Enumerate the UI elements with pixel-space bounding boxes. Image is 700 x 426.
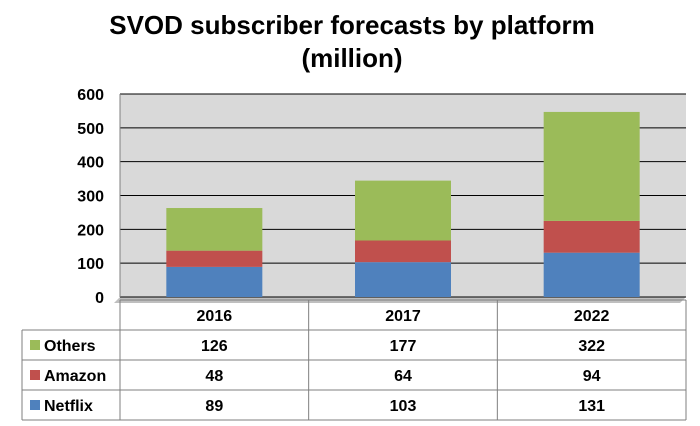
- y-tick-label: 0: [95, 290, 104, 307]
- chart-title-line-2: (million): [301, 43, 402, 73]
- y-tick-label: 200: [77, 222, 104, 239]
- table-value: 126: [201, 338, 228, 355]
- table-value: 64: [394, 368, 412, 385]
- bar-segment-netflix: [543, 252, 640, 297]
- legend-key-amazon: [30, 370, 40, 380]
- legend-key-netflix: [30, 400, 40, 410]
- y-tick-label: 100: [77, 256, 104, 273]
- table-value: 177: [390, 338, 417, 355]
- bar-segment-netflix: [166, 266, 263, 297]
- table-value: 94: [583, 368, 601, 385]
- x-category-label: 2016: [197, 308, 233, 325]
- legend-label: Amazon: [44, 368, 106, 385]
- y-tick-label: 600: [77, 87, 104, 104]
- table-value: 48: [205, 368, 223, 385]
- legend-key-others: [30, 340, 40, 350]
- table-value: 89: [205, 398, 223, 415]
- data-table: 2016 2017 2022 Others 126 177 322 Amazon 48 64 94 N…: [21, 299, 687, 421]
- table-value: 103: [390, 398, 417, 415]
- bar-segment-others: [166, 208, 263, 251]
- bar-segment-others: [543, 111, 640, 221]
- y-tick-label: 400: [77, 155, 104, 172]
- table-value: 131: [578, 398, 605, 415]
- bar-segment-netflix: [355, 262, 451, 297]
- bar-segment-amazon: [166, 250, 263, 267]
- x-category-label: 2022: [574, 308, 610, 325]
- y-tick-label: 300: [77, 189, 104, 206]
- legend-label: Others: [44, 338, 96, 355]
- x-category-label: 2017: [385, 308, 421, 325]
- table-value: 322: [578, 338, 605, 355]
- legend-label: Netflix: [44, 398, 93, 415]
- plot-area: 0 100 200 300 400 500 600: [77, 87, 686, 307]
- chart-title-line-1: SVOD subscriber forecasts by platform: [109, 10, 594, 40]
- bar-segment-others: [355, 180, 451, 241]
- bar-segment-amazon: [355, 240, 451, 263]
- y-tick-label: 500: [77, 121, 104, 138]
- bar-segment-amazon: [543, 220, 640, 253]
